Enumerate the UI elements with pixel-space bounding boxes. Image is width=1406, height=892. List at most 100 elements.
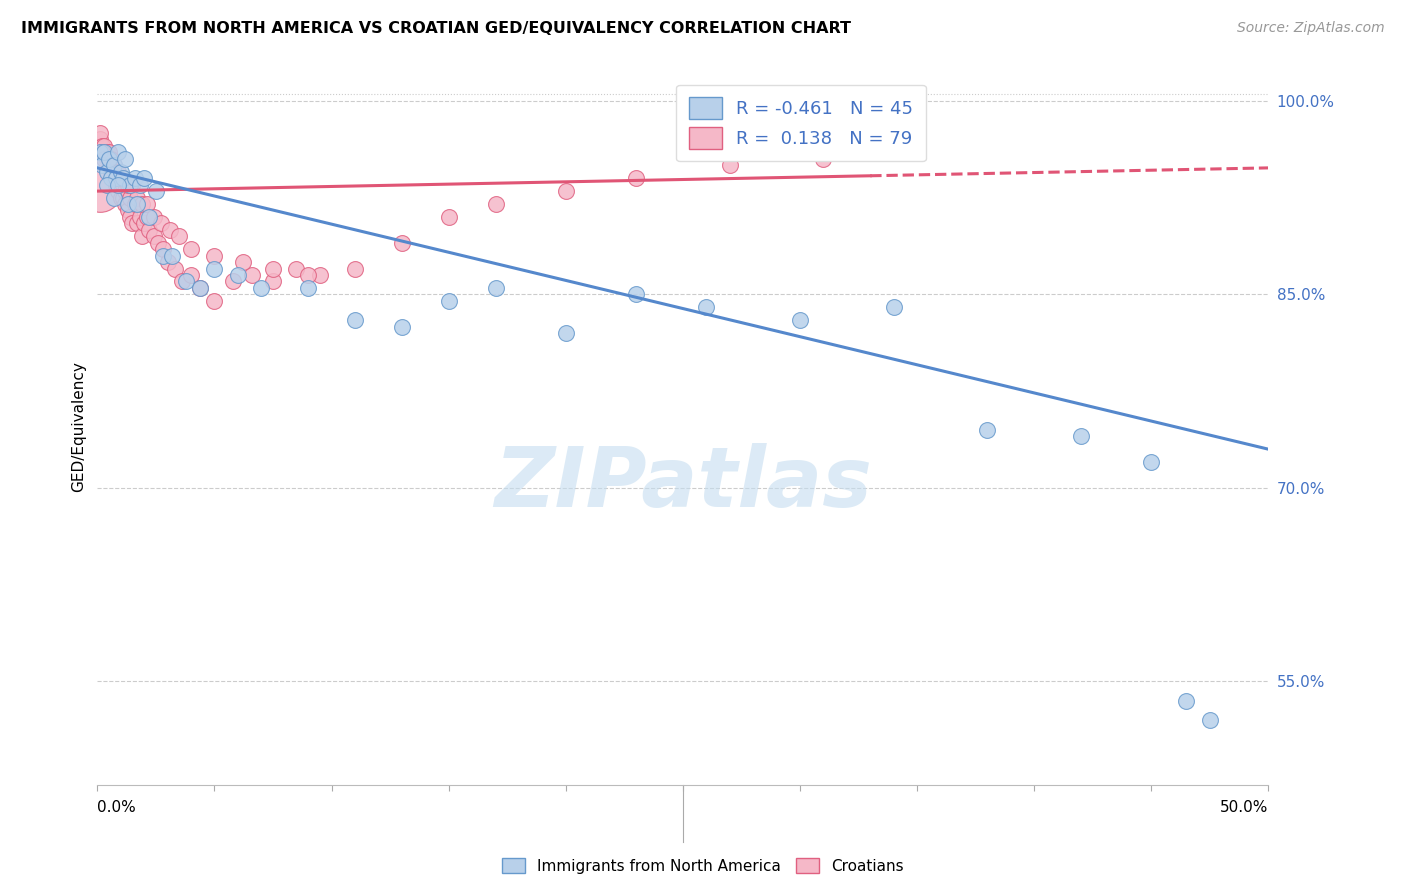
Point (117, 203, 139, 218)
Point (127, 197, 149, 211)
Point (121, 178, 143, 192)
Point (120, 210, 142, 224)
Point (105, 178, 128, 192)
Point (110, 165, 132, 179)
Point (226, 268, 249, 282)
Text: ZIPatlas: ZIPatlas (494, 443, 872, 524)
Point (222, 275, 245, 289)
Point (204, 293, 226, 308)
Point (93, 145, 115, 160)
Point (98, 152, 121, 166)
Point (134, 171, 156, 186)
Point (152, 242, 174, 256)
Point (89, 184, 111, 198)
Point (232, 255, 254, 269)
Point (240, 268, 263, 282)
Point (105, 165, 128, 179)
Legend: R = -0.461   N = 45, R =  0.138   N = 79: R = -0.461 N = 45, R = 0.138 N = 79 (676, 85, 925, 161)
Point (134, 216, 156, 230)
Point (117, 197, 139, 211)
Point (96, 178, 118, 192)
Point (152, 249, 174, 263)
Point (204, 249, 226, 263)
Point (100, 165, 122, 179)
Point (107, 165, 129, 179)
Point (98, 145, 121, 160)
Point (250, 281, 273, 295)
Point (391, 319, 413, 334)
Point (180, 242, 202, 256)
Point (121, 216, 143, 230)
Point (114, 152, 136, 166)
Point (883, 145, 905, 160)
Point (180, 268, 202, 282)
Point (89, 145, 111, 160)
Point (1175, 694, 1198, 708)
Point (437, 210, 460, 224)
Point (813, 152, 835, 166)
Point (554, 326, 576, 340)
Point (98, 158, 121, 172)
Point (114, 184, 136, 198)
Point (103, 158, 125, 172)
Point (91, 139, 114, 153)
Point (127, 216, 149, 230)
Point (297, 281, 319, 295)
Point (554, 184, 576, 198)
Point (163, 261, 186, 276)
Point (91, 145, 114, 160)
Point (1140, 455, 1163, 469)
Point (112, 178, 135, 192)
Point (89, 126, 111, 140)
Point (484, 197, 506, 211)
Point (170, 275, 193, 289)
Point (100, 152, 122, 166)
Point (89, 132, 111, 146)
Point (127, 190, 149, 204)
Point (103, 165, 125, 179)
Point (110, 190, 132, 204)
Point (262, 261, 284, 276)
Point (100, 171, 122, 186)
Point (124, 171, 146, 186)
Point (112, 171, 135, 186)
Point (624, 171, 647, 186)
Point (343, 313, 366, 327)
Point (148, 235, 170, 250)
Point (103, 158, 125, 172)
Point (190, 281, 212, 295)
Point (135, 197, 157, 211)
Point (297, 268, 319, 282)
Text: Source: ZipAtlas.com: Source: ZipAtlas.com (1237, 21, 1385, 35)
Text: 0.0%: 0.0% (97, 800, 136, 815)
Point (117, 184, 139, 198)
Point (128, 210, 150, 224)
Point (96, 165, 118, 179)
Point (142, 210, 165, 224)
Point (131, 229, 153, 244)
Point (103, 171, 125, 186)
Text: 50.0%: 50.0% (1220, 800, 1268, 815)
Legend: Immigrants from North America, Croatians: Immigrants from North America, Croatians (496, 852, 910, 880)
Point (190, 281, 212, 295)
Point (110, 178, 132, 192)
Point (114, 197, 136, 211)
Point (169, 229, 191, 244)
Point (142, 229, 165, 244)
Point (117, 178, 139, 192)
Point (105, 171, 128, 186)
Y-axis label: GED/Equivalency: GED/Equivalency (72, 361, 86, 492)
Point (1070, 429, 1092, 443)
Point (138, 210, 160, 224)
Point (484, 281, 506, 295)
Point (624, 287, 647, 301)
Point (883, 300, 905, 314)
Point (976, 423, 998, 437)
Point (91, 158, 114, 172)
Point (176, 275, 198, 289)
Point (93, 145, 115, 160)
Point (107, 184, 129, 198)
Point (149, 216, 172, 230)
Point (789, 313, 811, 327)
Point (120, 178, 142, 192)
